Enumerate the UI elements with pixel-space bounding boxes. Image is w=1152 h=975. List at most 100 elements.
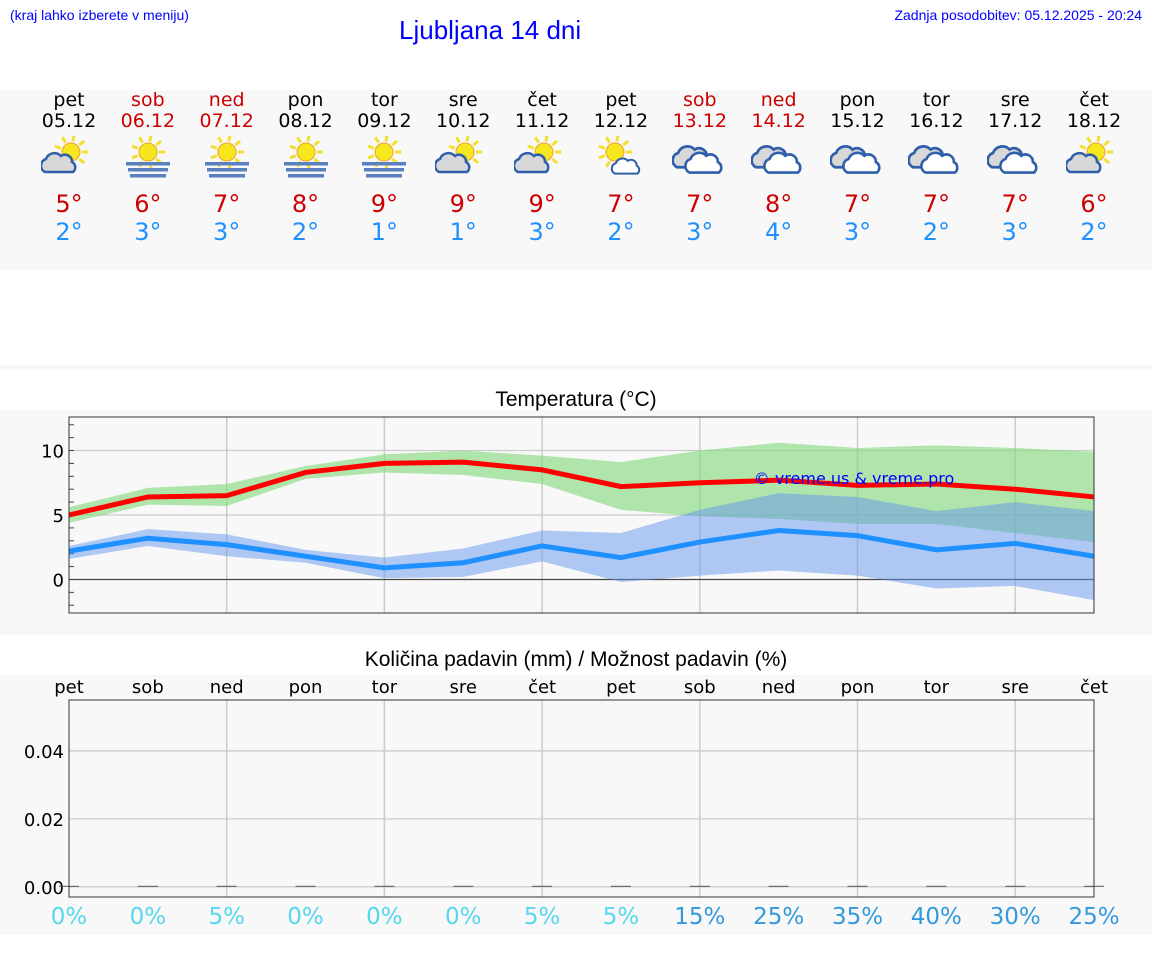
cloudy-icon (829, 145, 881, 174)
precip-chance: 0% (445, 904, 482, 930)
day-date: 05.12 (41, 110, 97, 132)
max-temp: 7° (607, 190, 635, 218)
cloudy-icon (671, 145, 723, 174)
day-name: čet (1079, 89, 1109, 111)
day-column: ned 07.12 7° 3° (187, 90, 267, 246)
sun-fog-icon (204, 136, 249, 178)
y-tick-label: 0 (53, 570, 64, 591)
precip-bar (847, 885, 868, 887)
forecast-strip (0, 90, 1152, 270)
x-category-label: ned (210, 677, 244, 698)
day-column: čet 18.12 6° 2° (1054, 90, 1134, 246)
x-category-label: tor (924, 677, 950, 698)
location-hint: (kraj lahko izberete v meniju) (10, 7, 189, 23)
day-name: tor (922, 89, 950, 111)
min-temp: 2° (607, 218, 635, 246)
max-temp: 6° (1080, 190, 1108, 218)
sun-fog-icon (362, 136, 407, 178)
day-name: sob (683, 89, 717, 111)
x-category-label: ned (762, 677, 796, 698)
max-temp: 8° (765, 190, 793, 218)
max-temp: 7° (213, 190, 241, 218)
mostly-sunny-icon (598, 136, 641, 175)
y-tick-label: 0.00 (24, 878, 64, 899)
day-column: tor 16.12 7° 2° (896, 90, 976, 246)
day-date: 09.12 (357, 110, 412, 132)
precip-bar (926, 885, 947, 887)
day-date: 18.12 (1066, 110, 1122, 132)
precip-chance: 40% (910, 904, 962, 930)
min-temp: 3° (528, 218, 556, 246)
precip-bar (532, 885, 553, 887)
x-category-label: pon (289, 677, 323, 698)
min-temp: 2° (922, 218, 950, 246)
sun-fog-icon (125, 136, 170, 178)
day-date: 10.12 (436, 110, 491, 132)
min-temp: 3° (1001, 218, 1029, 246)
day-date: 17.12 (987, 110, 1043, 132)
x-category-label: tor (372, 677, 398, 698)
min-temp: 4° (765, 218, 793, 246)
max-temp: 6° (134, 190, 162, 218)
max-temp: 7° (686, 190, 714, 218)
precip-chance: 0% (366, 904, 403, 930)
precip-bar (374, 885, 395, 887)
min-temp: 3° (134, 218, 162, 246)
day-name: pon (287, 89, 324, 111)
series-line (68, 527, 1095, 571)
day-column: pet 05.12 5° 2° (29, 90, 109, 246)
cloudy-icon (908, 145, 959, 174)
day-name: tor (370, 89, 398, 111)
min-temp: 3° (686, 218, 714, 246)
cloudy-icon (750, 145, 802, 174)
day-name: sre (1000, 89, 1030, 111)
precip-chance: 5% (523, 904, 561, 930)
day-column: tor 09.12 9° 1° (344, 90, 424, 246)
y-tick-label: 5 (53, 506, 64, 527)
max-temp: 7° (843, 190, 872, 218)
x-category-label: sob (684, 677, 716, 698)
temperature-chart-title: Temperatura (°C) (495, 388, 657, 411)
day-column: pon 08.12 8° 2° (266, 90, 346, 246)
day-date: 14.12 (751, 110, 806, 132)
day-date: 07.12 (199, 110, 254, 132)
precip-chance: 25% (1068, 904, 1120, 930)
x-category-label: sre (1001, 677, 1028, 698)
y-tick-label: 10 (41, 442, 64, 463)
precip-bar (1005, 885, 1026, 887)
x-category-label: sre (450, 677, 477, 698)
x-category-label: pet (606, 677, 636, 698)
precip-chance: 25% (753, 904, 805, 930)
x-category-label: čet (1080, 677, 1108, 698)
day-date: 11.12 (514, 110, 570, 132)
max-temp: 9° (449, 190, 477, 218)
precip-bar (453, 885, 474, 887)
day-name: pon (839, 89, 876, 111)
day-column: ned 14.12 8° 4° (739, 90, 819, 246)
precip-bar (689, 885, 710, 887)
day-date: 15.12 (830, 110, 885, 132)
precip-chance: 0% (129, 904, 167, 930)
precip-chance: 0% (50, 904, 88, 930)
precip-chance: 15% (674, 904, 726, 930)
precip-chance: 35% (831, 904, 884, 930)
day-name: čet (527, 89, 557, 111)
precip-bar (216, 885, 237, 887)
day-column: pon 15.12 7° 3° (818, 90, 898, 246)
day-name: ned (208, 89, 245, 111)
max-temp: 8° (291, 190, 320, 218)
max-temp: 5° (55, 190, 83, 218)
x-category-label: čet (528, 677, 556, 698)
partly-cloudy-icon (1066, 136, 1114, 174)
max-temp: 7° (922, 190, 950, 218)
min-temp: 2° (291, 218, 320, 246)
partly-cloudy-icon (41, 136, 89, 174)
min-temp: 2° (1080, 218, 1108, 246)
precip-bar (137, 885, 158, 887)
partly-cloudy-icon (514, 136, 562, 174)
min-temp: 3° (213, 218, 241, 246)
day-column: sre 17.12 7° 3° (975, 90, 1055, 246)
y-tick-label: 0.02 (24, 810, 64, 831)
precipitation-chart-title: Količina padavin (mm) / Možnost padavin … (364, 648, 788, 671)
